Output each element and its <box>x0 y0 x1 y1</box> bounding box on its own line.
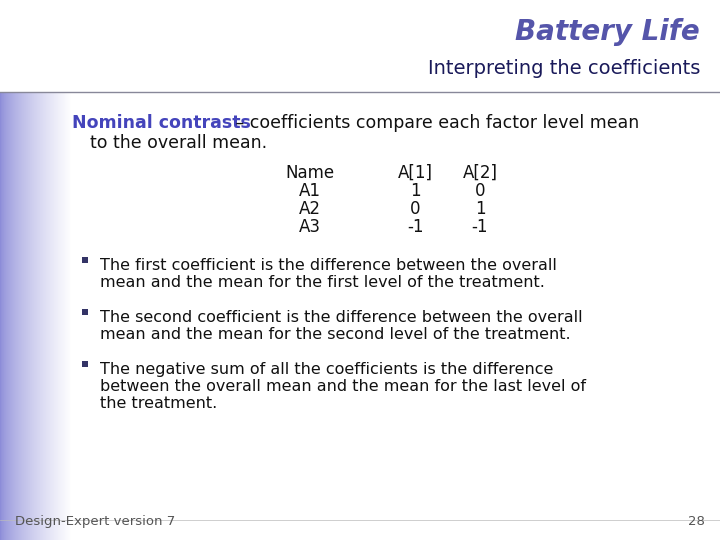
Bar <box>0 0 720 92</box>
Text: mean and the mean for the second level of the treatment.: mean and the mean for the second level o… <box>100 327 571 342</box>
Text: A1: A1 <box>299 182 321 200</box>
Text: 28: 28 <box>688 515 705 528</box>
Text: The second coefficient is the difference between the overall: The second coefficient is the difference… <box>100 310 582 325</box>
Text: -1: -1 <box>407 218 423 236</box>
Text: Interpreting the coefficients: Interpreting the coefficients <box>428 59 700 78</box>
Text: The first coefficient is the difference between the overall: The first coefficient is the difference … <box>100 258 557 273</box>
Text: Battery Life: Battery Life <box>516 18 700 46</box>
Bar <box>82 257 88 263</box>
Text: mean and the mean for the first level of the treatment.: mean and the mean for the first level of… <box>100 275 545 290</box>
Text: A3: A3 <box>299 218 321 236</box>
Text: Name: Name <box>285 164 335 182</box>
Text: Nominal contrasts: Nominal contrasts <box>72 114 251 132</box>
Text: A2: A2 <box>299 200 321 218</box>
Text: A[1]: A[1] <box>397 164 433 182</box>
Bar <box>82 361 88 367</box>
Bar <box>82 309 88 315</box>
Text: 1: 1 <box>410 182 420 200</box>
Text: Design-Expert version 7: Design-Expert version 7 <box>15 515 175 528</box>
Text: between the overall mean and the mean for the last level of: between the overall mean and the mean fo… <box>100 379 586 394</box>
Text: 0: 0 <box>474 182 485 200</box>
Text: – coefficients compare each factor level mean: – coefficients compare each factor level… <box>230 114 639 132</box>
Text: to the overall mean.: to the overall mean. <box>90 134 267 152</box>
Text: the treatment.: the treatment. <box>100 396 217 411</box>
Text: A[2]: A[2] <box>462 164 498 182</box>
Text: -1: -1 <box>472 218 488 236</box>
Text: 0: 0 <box>410 200 420 218</box>
Text: The negative sum of all the coefficients is the difference: The negative sum of all the coefficients… <box>100 362 554 377</box>
Text: 1: 1 <box>474 200 485 218</box>
